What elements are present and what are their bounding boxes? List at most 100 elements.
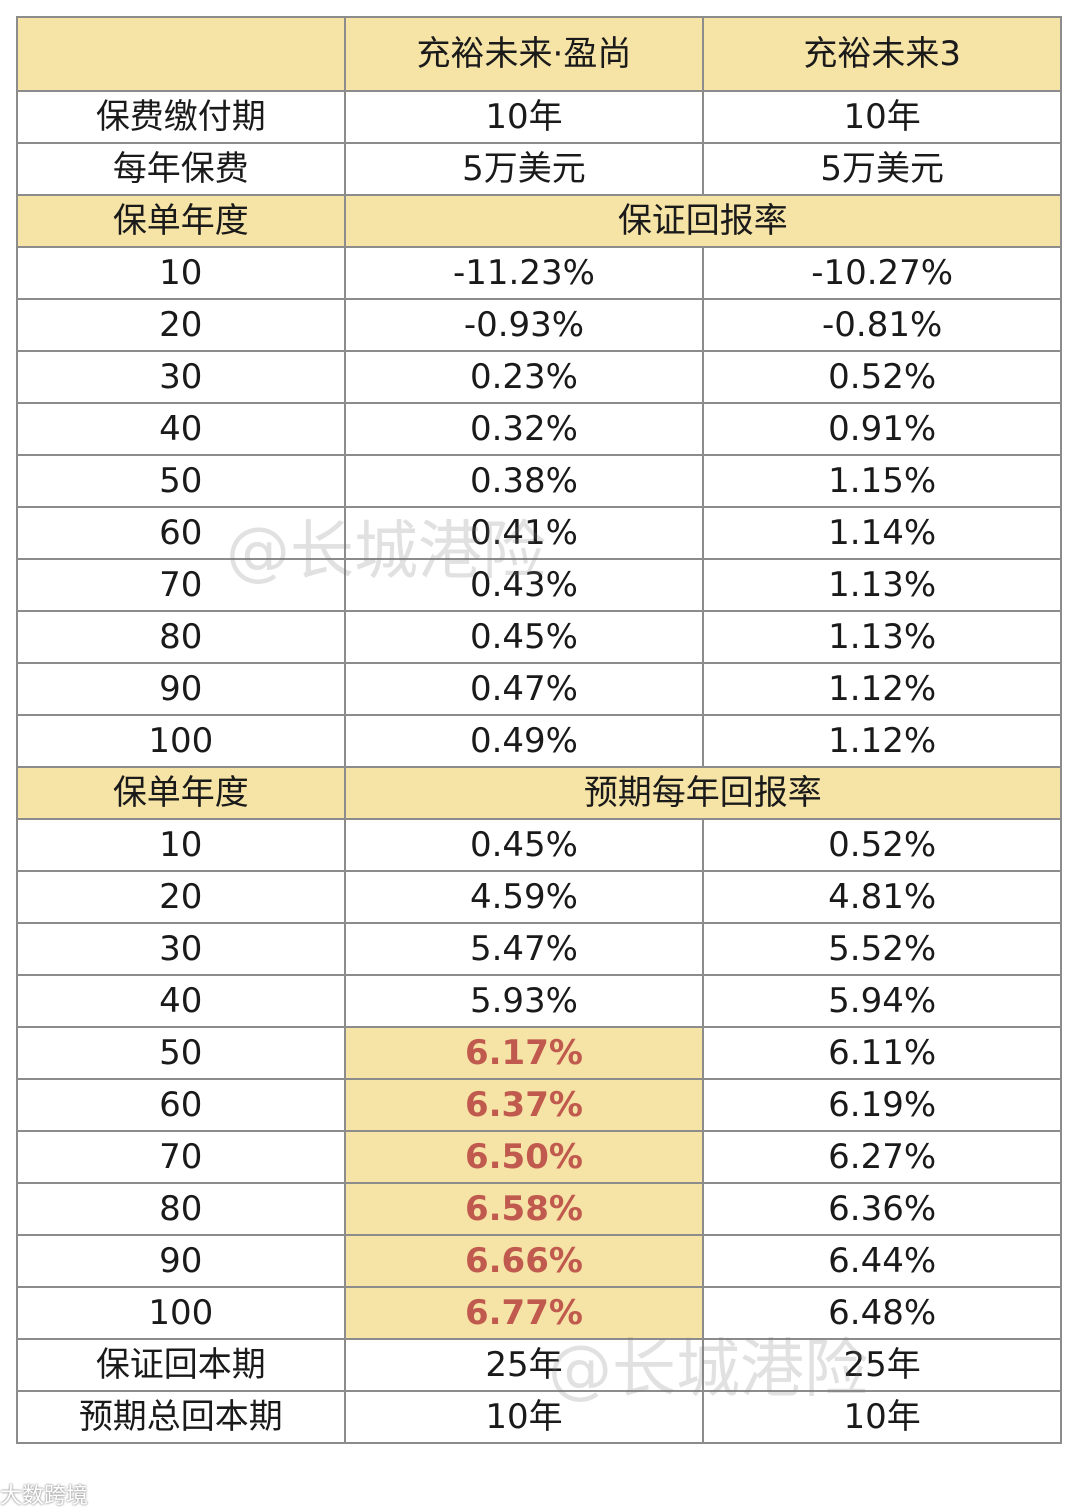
policy-year: 80 <box>16 610 346 664</box>
product-b-value: 1.15% <box>702 454 1062 508</box>
policy-year: 10 <box>16 818 346 872</box>
section-title: 预期每年回报率 <box>343 766 1063 820</box>
table-row: 30 0.23% 0.52% <box>16 350 1062 404</box>
policy-year: 90 <box>16 662 346 716</box>
product-a-value: 5万美元 <box>343 142 705 196</box>
product-b-value: 5.94% <box>702 974 1062 1028</box>
product-a-value: 0.45% <box>343 818 705 872</box>
product-b-value: 6.11% <box>702 1026 1062 1080</box>
policy-year: 40 <box>16 402 346 456</box>
product-a-value: 6.50% <box>343 1130 705 1184</box>
product-b-value: 0.52% <box>702 350 1062 404</box>
policy-year: 70 <box>16 1130 346 1184</box>
table-row: 10 -11.23% -10.27% <box>16 246 1062 300</box>
row-label: 每年保费 <box>16 142 346 196</box>
product-b-value: 1.12% <box>702 662 1062 716</box>
table-row: 40 5.93% 5.94% <box>16 974 1062 1028</box>
product-a-value: 10年 <box>343 1390 705 1444</box>
table-row: 50 0.38% 1.15% <box>16 454 1062 508</box>
header-product-a: 充裕未来·盈尚 <box>343 16 705 92</box>
product-b-value: 25年 <box>702 1338 1062 1392</box>
row-label: 预期总回本期 <box>16 1390 346 1444</box>
comparison-table: 充裕未来·盈尚 充裕未来3 保费缴付期 10年 10年 每年保费 5万美元 5万美元 保单年… <box>16 16 1063 1444</box>
product-b-value: 6.44% <box>702 1234 1062 1288</box>
header-row: 充裕未来·盈尚 充裕未来3 <box>16 16 1062 92</box>
product-b-value: 1.12% <box>702 714 1062 768</box>
product-a-value: 5.47% <box>343 922 705 976</box>
row-label: 保费缴付期 <box>16 90 346 144</box>
table-row: 10 0.45% 0.52% <box>16 818 1062 872</box>
product-b-value: 0.91% <box>702 402 1062 456</box>
table-row: 70 6.50% 6.27% <box>16 1130 1062 1184</box>
product-a-value: 4.59% <box>343 870 705 924</box>
table-row: 60 0.41% 1.14% <box>16 506 1062 560</box>
table-row: 100 6.77% 6.48% <box>16 1286 1062 1340</box>
product-a-value: -0.93% <box>343 298 705 352</box>
product-b-value: 10年 <box>702 90 1062 144</box>
table-row: 保证回本期 25年 25年 <box>16 1338 1062 1392</box>
product-b-value: 6.19% <box>702 1078 1062 1132</box>
policy-year: 70 <box>16 558 346 612</box>
product-b-value: 10年 <box>702 1390 1062 1444</box>
policy-year: 100 <box>16 1286 346 1340</box>
policy-year: 40 <box>16 974 346 1028</box>
product-b-value: 1.13% <box>702 610 1062 664</box>
table-row: 20 -0.93% -0.81% <box>16 298 1062 352</box>
product-b-value: 6.48% <box>702 1286 1062 1340</box>
product-a-value: 0.23% <box>343 350 705 404</box>
product-a-value: 6.37% <box>343 1078 705 1132</box>
policy-year: 10 <box>16 246 346 300</box>
product-a-value: 6.58% <box>343 1182 705 1236</box>
product-a-value: 10年 <box>343 90 705 144</box>
table-row: 50 6.17% 6.11% <box>16 1026 1062 1080</box>
product-b-value: 6.27% <box>702 1130 1062 1184</box>
product-a-value: 0.41% <box>343 506 705 560</box>
section-label: 保单年度 <box>16 194 346 248</box>
table-row: 60 6.37% 6.19% <box>16 1078 1062 1132</box>
policy-year: 20 <box>16 870 346 924</box>
product-a-value: 25年 <box>343 1338 705 1392</box>
product-a-value: 0.49% <box>343 714 705 768</box>
product-b-value: 4.81% <box>702 870 1062 924</box>
policy-year: 80 <box>16 1182 346 1236</box>
product-b-value: 6.36% <box>702 1182 1062 1236</box>
product-b-value: 5万美元 <box>702 142 1062 196</box>
policy-year: 20 <box>16 298 346 352</box>
product-a-value: 0.32% <box>343 402 705 456</box>
product-a-value: 5.93% <box>343 974 705 1028</box>
product-a-value: 0.43% <box>343 558 705 612</box>
section-title: 保证回报率 <box>343 194 1063 248</box>
product-b-value: -10.27% <box>702 246 1062 300</box>
policy-year: 50 <box>16 1026 346 1080</box>
policy-year: 50 <box>16 454 346 508</box>
product-b-value: 5.52% <box>702 922 1062 976</box>
table-row: 100 0.49% 1.12% <box>16 714 1062 768</box>
table-row: 70 0.43% 1.13% <box>16 558 1062 612</box>
table-row: 20 4.59% 4.81% <box>16 870 1062 924</box>
table-row: 90 0.47% 1.12% <box>16 662 1062 716</box>
section-label: 保单年度 <box>16 766 346 820</box>
product-b-value: -0.81% <box>702 298 1062 352</box>
header-product-b: 充裕未来3 <box>702 16 1062 92</box>
header-blank-cell <box>16 16 346 92</box>
table-row: 30 5.47% 5.52% <box>16 922 1062 976</box>
table-row: 保费缴付期 10年 10年 <box>16 90 1062 144</box>
product-a-value: 0.38% <box>343 454 705 508</box>
table-row: 40 0.32% 0.91% <box>16 402 1062 456</box>
table-row: 每年保费 5万美元 5万美元 <box>16 142 1062 196</box>
policy-year: 30 <box>16 922 346 976</box>
policy-year: 90 <box>16 1234 346 1288</box>
table-body: 充裕未来·盈尚 充裕未来3 保费缴付期 10年 10年 每年保费 5万美元 5万美元 保单年… <box>16 16 1063 1444</box>
product-a-value: 0.47% <box>343 662 705 716</box>
table-row: 80 0.45% 1.13% <box>16 610 1062 664</box>
policy-year: 60 <box>16 506 346 560</box>
policy-year: 100 <box>16 714 346 768</box>
policy-year: 30 <box>16 350 346 404</box>
corner-tag: 大数跨境 <box>0 1484 89 1509</box>
row-label: 保证回本期 <box>16 1338 346 1392</box>
product-b-value: 1.13% <box>702 558 1062 612</box>
section-header-row: 保单年度 预期每年回报率 <box>16 766 1063 820</box>
product-a-value: -11.23% <box>343 246 705 300</box>
product-a-value: 6.66% <box>343 1234 705 1288</box>
section-header-row: 保单年度 保证回报率 <box>16 194 1063 248</box>
